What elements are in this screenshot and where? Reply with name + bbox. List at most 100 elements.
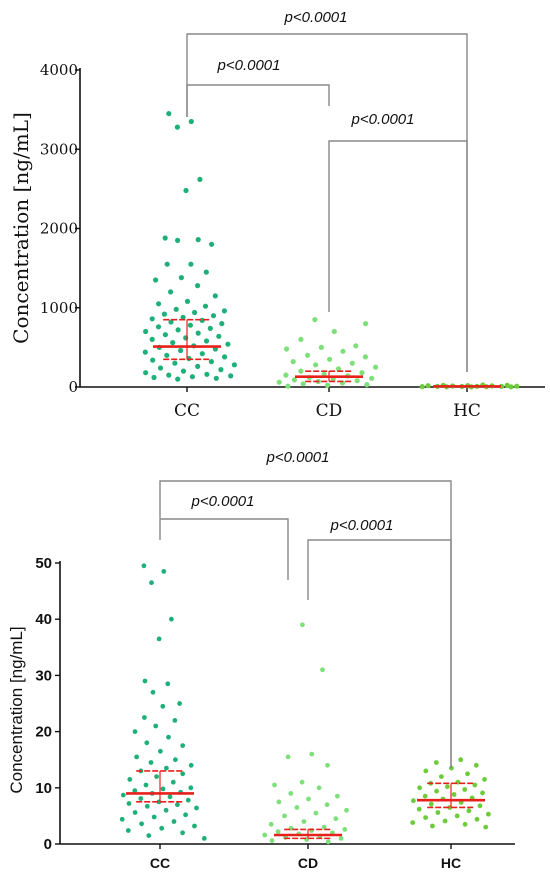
y-tick-label: 0 bbox=[44, 836, 52, 853]
data-point-cd bbox=[344, 807, 349, 813]
data-point-cc bbox=[180, 368, 187, 374]
data-point-hc bbox=[423, 768, 429, 774]
data-point-hc bbox=[428, 801, 434, 807]
data-point-cc bbox=[164, 261, 170, 267]
data-point-hc bbox=[442, 818, 448, 824]
x-category-label-cc: CC bbox=[174, 401, 200, 421]
data-point-cc bbox=[189, 374, 195, 380]
data-point-cd bbox=[276, 379, 282, 385]
data-point-cd bbox=[359, 370, 365, 376]
data-point-cc bbox=[199, 351, 205, 357]
data-point-cc bbox=[178, 347, 184, 354]
data-point-cc bbox=[174, 124, 180, 130]
data-point-hc bbox=[439, 774, 444, 779]
data-point-cd bbox=[298, 368, 304, 374]
data-point-hc bbox=[472, 782, 478, 788]
data-point-cd bbox=[305, 352, 311, 358]
data-point-cc bbox=[142, 678, 148, 684]
data-point-hc bbox=[477, 803, 483, 809]
data-point-cc bbox=[175, 376, 181, 382]
data-point-hc bbox=[419, 384, 425, 390]
data-point-cc bbox=[143, 782, 149, 788]
data-point-cc bbox=[172, 718, 178, 723]
data-point-hc bbox=[454, 813, 460, 819]
data-point-cc bbox=[187, 322, 193, 328]
data-point-cd bbox=[362, 354, 368, 360]
data-point-hc bbox=[433, 760, 439, 765]
data-point-cc bbox=[192, 309, 198, 316]
data-point-cd bbox=[285, 383, 291, 389]
data-point-cc bbox=[188, 261, 194, 267]
y-tick-label: 1000 bbox=[40, 299, 78, 317]
data-point-hc bbox=[458, 757, 464, 763]
data-point-cc bbox=[209, 241, 215, 247]
data-point-cc bbox=[161, 569, 167, 574]
p-value-label-cc-cd: p<0.0001 bbox=[217, 57, 281, 74]
data-point-cc bbox=[203, 338, 210, 344]
data-point-cd bbox=[316, 785, 322, 791]
data-point-cc bbox=[170, 779, 176, 785]
data-point-cc bbox=[164, 352, 170, 358]
data-point-cc bbox=[180, 771, 186, 777]
data-point-cd bbox=[282, 813, 287, 819]
data-point-cd bbox=[335, 793, 340, 799]
data-point-cc bbox=[180, 743, 186, 748]
data-point-hc bbox=[425, 383, 431, 389]
data-point-cc bbox=[144, 740, 150, 746]
data-point-cc bbox=[138, 796, 144, 801]
data-point-cd bbox=[283, 372, 289, 378]
data-point-hc bbox=[482, 777, 487, 782]
data-point-cc bbox=[183, 812, 189, 818]
data-point-cc bbox=[180, 314, 186, 320]
significance-bracket-cd-hc bbox=[328, 140, 468, 372]
data-point-cc bbox=[195, 330, 201, 336]
data-point-cc bbox=[170, 340, 176, 346]
data-point-cc bbox=[157, 365, 164, 371]
p-value-label-cc-hc: p<0.0001 bbox=[266, 449, 330, 466]
data-point-cd bbox=[269, 838, 275, 843]
data-point-cd bbox=[342, 827, 348, 832]
data-point-cc bbox=[143, 370, 149, 376]
data-point-cc bbox=[166, 372, 172, 378]
data-point-cc bbox=[213, 375, 219, 381]
y-tick-label: 0 bbox=[68, 378, 78, 396]
data-point-cc bbox=[139, 821, 145, 827]
data-point-hc bbox=[486, 811, 491, 817]
data-point-cd bbox=[373, 364, 379, 370]
data-point-cc bbox=[175, 327, 181, 333]
data-point-cd bbox=[318, 344, 324, 350]
data-point-hc bbox=[411, 798, 416, 804]
data-point-hc bbox=[451, 792, 457, 797]
data-point-cc bbox=[154, 774, 160, 779]
y-tick-label: 30 bbox=[35, 667, 52, 684]
data-point-cc bbox=[162, 332, 168, 338]
data-point-cc bbox=[197, 176, 203, 182]
data-point-cc bbox=[160, 703, 166, 709]
data-point-cd bbox=[288, 791, 294, 796]
data-point-cc bbox=[192, 823, 197, 829]
p-value-label-cc-hc: p<0.0001 bbox=[284, 9, 348, 26]
data-point-hc bbox=[417, 785, 422, 791]
data-point-cc bbox=[212, 293, 218, 299]
data-point-cc bbox=[194, 805, 199, 811]
data-point-cd bbox=[363, 321, 369, 327]
data-point-cc bbox=[168, 289, 174, 295]
data-point-cc bbox=[183, 187, 189, 194]
data-point-cd bbox=[324, 382, 331, 388]
data-point-hc bbox=[410, 820, 416, 825]
data-point-cc bbox=[149, 580, 154, 586]
data-point-cc bbox=[143, 328, 149, 335]
data-point-cc bbox=[150, 689, 156, 695]
data-point-cc bbox=[142, 715, 147, 720]
data-point-cc bbox=[160, 786, 166, 792]
data-point-cc bbox=[221, 308, 227, 314]
data-point-cc bbox=[151, 374, 157, 381]
data-point-cd bbox=[313, 362, 319, 368]
data-point-cd bbox=[333, 816, 339, 822]
y-tick-label: 3000 bbox=[40, 140, 78, 158]
data-point-cd bbox=[299, 779, 305, 785]
data-point-cd bbox=[364, 382, 370, 388]
data-point-cc bbox=[162, 235, 168, 241]
data-point-hc bbox=[462, 821, 468, 827]
data-point-cc bbox=[132, 810, 138, 815]
